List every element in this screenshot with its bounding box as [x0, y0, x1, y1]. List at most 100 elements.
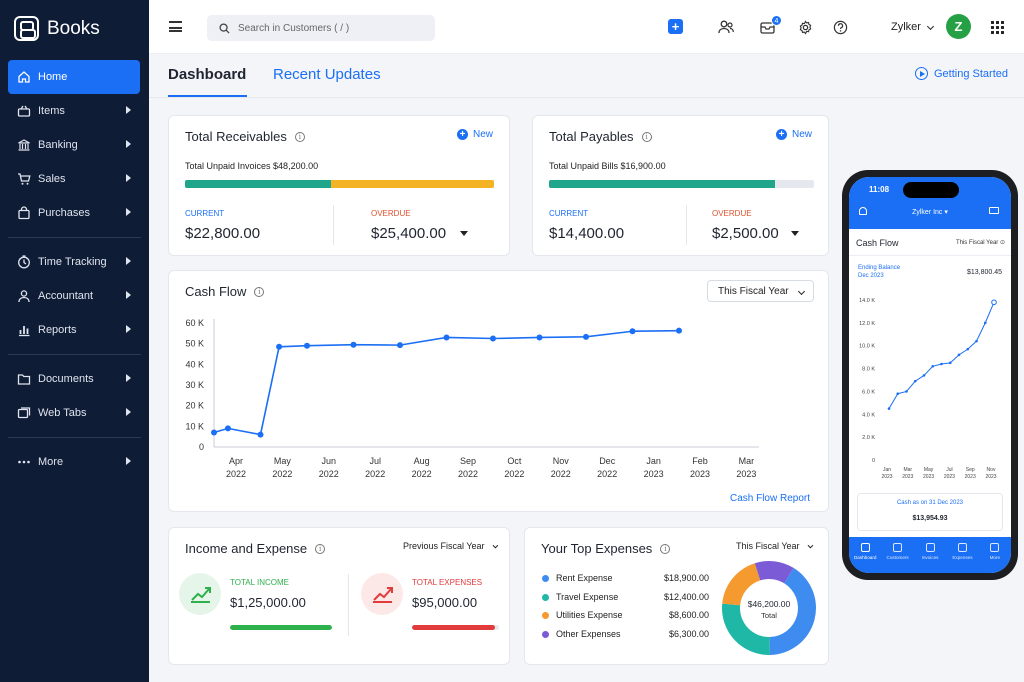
- cashflow-point[interactable]: [490, 335, 496, 342]
- cashflow-point[interactable]: [257, 431, 264, 438]
- total-income-label: TOTAL INCOME: [230, 578, 289, 587]
- x-tick-year-label: 2023: [965, 474, 976, 480]
- expense-name: Utilities Expense: [556, 610, 623, 620]
- info-icon[interactable]: i: [254, 286, 265, 297]
- caret-down-icon[interactable]: [791, 231, 799, 236]
- y-tick-label: 2.0 K: [862, 435, 875, 441]
- x-tick-year-label: 2022: [272, 469, 292, 479]
- expense-amount: $8,600.00: [668, 610, 709, 620]
- cashflow-point[interactable]: [397, 342, 403, 349]
- cashflow-point[interactable]: [629, 328, 636, 335]
- info-icon[interactable]: i: [294, 131, 305, 142]
- notifications-icon[interactable]: [758, 18, 776, 36]
- cashflow-point[interactable]: [224, 425, 231, 432]
- org-switcher[interactable]: Zylker: [891, 21, 921, 33]
- sidebar-item-banking[interactable]: Banking: [0, 128, 149, 162]
- overdue-value[interactable]: $2,500.00: [712, 225, 779, 242]
- app-grid-icon[interactable]: [991, 21, 1004, 34]
- bell-icon: [859, 207, 867, 215]
- sidebar-item-more[interactable]: More: [0, 445, 149, 479]
- receivables-current-fill: [185, 180, 332, 188]
- phone-cashflow-point: [948, 361, 952, 365]
- phone-tab-label: Customers: [886, 555, 909, 560]
- donut-slice[interactable]: [754, 561, 794, 584]
- payables-progress-bar: [549, 180, 814, 188]
- sidebar-item-documents[interactable]: Documents: [0, 362, 149, 396]
- current-value: $14,400.00: [549, 225, 625, 242]
- y-tick-label: 12.0 K: [859, 321, 875, 327]
- donut-slice[interactable]: [722, 603, 770, 655]
- new-invoice-button[interactable]: + New: [456, 129, 493, 140]
- sidebar-item-purchases[interactable]: Purchases: [0, 196, 149, 230]
- cashflow-period-select[interactable]: This Fiscal Year: [707, 280, 814, 302]
- sidebar-item-home[interactable]: Home: [8, 60, 140, 94]
- sidebar-item-label: Banking: [38, 139, 78, 151]
- search-box[interactable]: [207, 15, 435, 41]
- avatar[interactable]: Z: [946, 14, 971, 39]
- quick-create-button[interactable]: +: [668, 19, 683, 34]
- cashflow-point[interactable]: [676, 327, 682, 334]
- cashflow-title: Cash Flow: [185, 284, 247, 299]
- legend-dot: [542, 593, 549, 601]
- phone-tab-invoices[interactable]: Invoices: [914, 537, 946, 573]
- caret-down-icon[interactable]: [460, 231, 468, 236]
- phone-tab-expenses[interactable]: Expenses: [946, 537, 978, 573]
- cashflow-point[interactable]: [211, 429, 217, 436]
- tab-dashboard[interactable]: Dashboard: [168, 66, 247, 83]
- cashflow-report-link[interactable]: Cash Flow Report: [729, 493, 810, 504]
- brand[interactable]: Books: [14, 16, 100, 41]
- sidebar-item-items[interactable]: Items: [0, 94, 149, 128]
- users-icon[interactable]: [717, 18, 735, 36]
- payables-current-fill: [549, 180, 775, 188]
- x-tick-year-label: 2023: [902, 474, 913, 480]
- tabs-divider: [149, 97, 1024, 98]
- phone-cashflow-point: [905, 390, 908, 393]
- info-icon[interactable]: i: [315, 543, 326, 554]
- x-tick-label: Apr: [229, 456, 243, 466]
- cashflow-point[interactable]: [350, 341, 357, 348]
- phone-tab-label: Dashboard: [853, 555, 877, 560]
- tab-recent-updates[interactable]: Recent Updates: [273, 66, 381, 83]
- search-input[interactable]: [238, 22, 418, 34]
- card-title: Cash Flow i: [185, 284, 265, 299]
- phone-cashflow-point: [931, 364, 935, 368]
- hamburger-menu-icon[interactable]: [169, 21, 182, 32]
- cashflow-point[interactable]: [583, 333, 589, 340]
- info-icon[interactable]: i: [641, 131, 652, 142]
- unpaid-invoices-text: Total Unpaid Invoices $48,200.00: [185, 161, 319, 171]
- cashflow-point[interactable]: [276, 343, 283, 350]
- donut-slice[interactable]: [769, 567, 816, 655]
- new-bill-button[interactable]: + New: [775, 129, 812, 140]
- sidebar-item-reports[interactable]: Reports: [0, 313, 149, 347]
- phone-cashflow-point: [966, 347, 970, 351]
- cashflow-point[interactable]: [536, 334, 543, 341]
- overdue-value[interactable]: $25,400.00: [371, 225, 447, 242]
- x-tick-label: Mar: [739, 456, 755, 466]
- phone-tab-dashboard[interactable]: Dashboard: [849, 537, 881, 573]
- donut-slice[interactable]: [722, 563, 761, 606]
- chevron-down-icon[interactable]: [926, 22, 935, 31]
- x-tick-label: Mar: [903, 467, 912, 473]
- receivables-card: Total Receivables i + New Total Unpaid Inv…: [168, 115, 510, 256]
- sidebar-item-sales[interactable]: Sales: [0, 162, 149, 196]
- donut-total-value: $46,200.00: [748, 599, 791, 609]
- getting-started-link[interactable]: Getting Started: [915, 67, 1008, 80]
- phone-cashflow-point: [940, 362, 943, 366]
- phone-tab-more[interactable]: More: [979, 537, 1011, 573]
- gear-icon[interactable]: [796, 18, 814, 36]
- sidebar-item-web-tabs[interactable]: Web Tabs: [0, 396, 149, 430]
- sidebar-item-time-tracking[interactable]: Time Tracking: [0, 245, 149, 279]
- phone-tab-customers[interactable]: Customers: [881, 537, 913, 573]
- top-expenses-period-select[interactable]: This Fiscal Year: [736, 541, 813, 551]
- sidebar-item-accountant[interactable]: Accountant: [0, 279, 149, 313]
- expense-row: Travel Expense $12,400.00: [542, 592, 709, 604]
- cashflow-point[interactable]: [443, 334, 450, 341]
- phone-header: 11:08 Zylker Inc ▾: [849, 177, 1011, 229]
- help-icon[interactable]: [831, 18, 849, 36]
- info-icon[interactable]: i: [660, 543, 671, 554]
- phone-cash-label: Cash as on 31 Dec 2023: [896, 500, 964, 506]
- x-tick-label: Nov: [553, 456, 570, 466]
- clock-icon: [16, 255, 31, 270]
- cashflow-point[interactable]: [304, 342, 310, 349]
- income-expense-period-select[interactable]: Previous Fiscal Year: [403, 541, 498, 551]
